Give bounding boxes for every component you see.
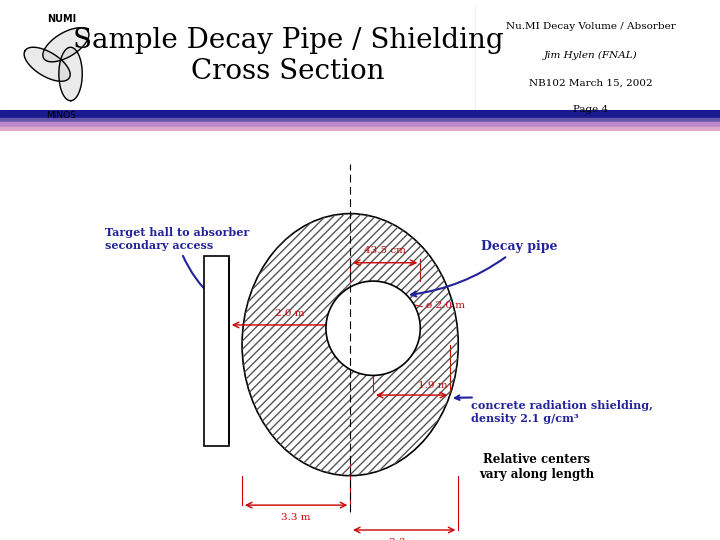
Text: Page 4: Page 4: [573, 105, 608, 114]
Text: Sample Decay Pipe / Shielding
Cross Section: Sample Decay Pipe / Shielding Cross Sect…: [73, 27, 503, 85]
Text: Relative centers
vary along length: Relative centers vary along length: [480, 453, 595, 481]
Bar: [0, 114, 720, 118]
Bar: [0, 126, 720, 131]
Text: Nu.MI Decay Volume / Absorber: Nu.MI Decay Volume / Absorber: [505, 22, 675, 31]
Text: 3.3 m: 3.3 m: [282, 513, 311, 522]
Text: 3.3 m: 3.3 m: [390, 538, 419, 540]
Text: 43.5 cm: 43.5 cm: [364, 246, 406, 255]
Ellipse shape: [326, 281, 420, 375]
Text: MINOS: MINOS: [46, 111, 76, 120]
Text: concrete radiation shielding,
density 2.1 g/cm³: concrete radiation shielding, density 2.…: [455, 395, 653, 424]
Bar: [0, 118, 720, 123]
Text: Target hall to absorber
secondary access: Target hall to absorber secondary access: [104, 227, 249, 297]
Text: ø 2.0 m: ø 2.0 m: [426, 301, 464, 310]
Text: NUMI: NUMI: [47, 14, 76, 24]
Polygon shape: [42, 28, 89, 62]
Bar: [204, 256, 229, 446]
Polygon shape: [59, 48, 82, 100]
Text: Decay pipe: Decay pipe: [411, 240, 558, 296]
Text: Jim Hylen (FNAL): Jim Hylen (FNAL): [544, 51, 637, 60]
Bar: [0, 123, 720, 126]
Text: 1.9 m: 1.9 m: [418, 381, 448, 390]
Bar: [0, 110, 720, 114]
Text: NB102 March 15, 2002: NB102 March 15, 2002: [528, 78, 652, 87]
Polygon shape: [24, 48, 71, 81]
Text: 2.0 m: 2.0 m: [275, 309, 305, 319]
Ellipse shape: [242, 214, 458, 476]
